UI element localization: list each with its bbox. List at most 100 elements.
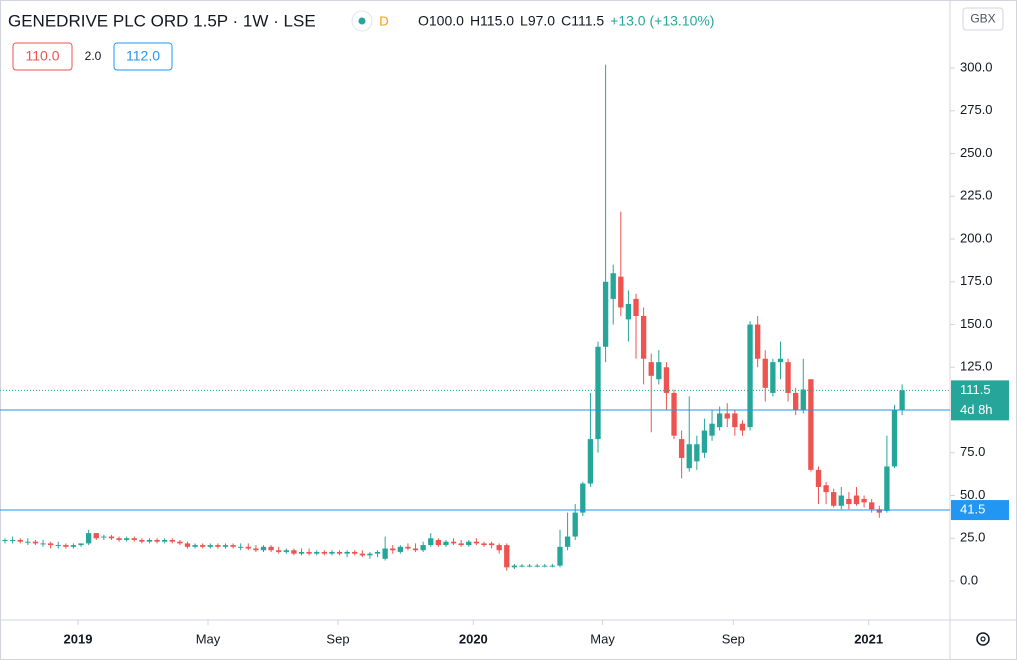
candle-body	[123, 538, 130, 540]
overlay: GENEDRIVE PLC ORD 1.5P · 1W · LSE D 110.…	[0, 7, 1009, 646]
candle-body	[154, 539, 160, 542]
candle-body	[511, 565, 518, 568]
candle-body	[466, 541, 472, 546]
ohlc-legend: H115.0	[470, 13, 514, 29]
candle-body	[724, 413, 730, 419]
y-tick-label: 75.0	[960, 444, 985, 459]
candle-body	[716, 413, 723, 428]
candle-body	[93, 533, 99, 539]
candle-body	[686, 444, 692, 469]
y-tick-label: 150.0	[960, 316, 993, 331]
candle-body	[344, 551, 350, 554]
last-price-bg	[951, 380, 1009, 421]
candle-body	[162, 539, 168, 542]
x-tick-label: 2019	[64, 631, 93, 646]
candle-body	[602, 281, 609, 347]
candle-body	[861, 498, 867, 503]
candle-body	[777, 358, 784, 363]
candle-body	[329, 551, 335, 554]
x-tick-label: May	[590, 631, 615, 646]
candle-body	[25, 541, 31, 543]
last-price-label: 111.5	[960, 382, 991, 397]
symbol-title: GENEDRIVE PLC ORD 1.5P · 1W · LSE	[8, 11, 316, 30]
candle-body	[131, 538, 137, 540]
candle-body	[488, 543, 495, 546]
candle-body	[633, 298, 639, 316]
candle-body	[215, 545, 221, 547]
candle-body	[397, 546, 404, 552]
settings-icon[interactable]	[976, 632, 990, 646]
candle-body	[618, 276, 624, 308]
candle-body	[663, 367, 670, 393]
candle-body	[405, 546, 411, 549]
sell-price[interactable]: 110.0	[26, 48, 60, 64]
candle-body	[222, 545, 229, 547]
sell-button[interactable]	[12, 42, 73, 71]
candle-body	[428, 538, 434, 546]
candle-body	[359, 553, 365, 556]
hline-label-bg	[951, 500, 1009, 521]
gear-hub[interactable]	[980, 636, 986, 642]
candle-body	[473, 541, 480, 544]
candle-body	[899, 390, 905, 411]
candle-body	[390, 548, 396, 551]
candle-body	[891, 410, 898, 467]
currency-box[interactable]	[962, 7, 1004, 31]
y-tick-label: 225.0	[960, 188, 993, 203]
candle-body	[9, 539, 16, 541]
candle-body	[701, 430, 708, 453]
candle-body	[352, 551, 358, 554]
candle-body	[770, 362, 776, 393]
buy-price[interactable]: 112.0	[126, 48, 160, 64]
candle-body	[169, 539, 175, 542]
candle-body	[838, 495, 844, 506]
currency[interactable]: GBX	[970, 12, 995, 26]
candle-body	[458, 543, 464, 546]
candle-body	[146, 539, 153, 542]
candle-body	[580, 483, 586, 513]
candle-body	[793, 392, 799, 411]
candle-body	[207, 545, 213, 547]
candle-body	[291, 550, 297, 554]
candle-body	[268, 546, 274, 551]
candle-body	[542, 565, 548, 567]
candle-body	[519, 565, 525, 567]
candle-body	[610, 273, 616, 299]
candle-body	[47, 543, 54, 546]
y-tick-label: 300.0	[960, 59, 993, 74]
candle-body	[625, 304, 632, 320]
candle-body	[572, 512, 578, 537]
candle-body	[184, 543, 191, 547]
candle-body	[253, 548, 259, 551]
candle-body	[671, 392, 677, 436]
candle-body	[245, 546, 251, 549]
candle-body	[238, 546, 244, 548]
candle-body	[70, 545, 77, 547]
candle-body	[412, 548, 419, 551]
candle-body	[678, 439, 685, 458]
x-tick-label: May	[196, 631, 221, 646]
ohlc-legend: L97.0	[520, 13, 555, 29]
status-dot	[358, 17, 366, 25]
candle-body	[534, 565, 540, 567]
candle-body	[435, 539, 442, 546]
candle-body	[504, 545, 510, 568]
buy-button[interactable]	[113, 42, 173, 71]
y-tick-label: 125.0	[960, 359, 993, 374]
candle-body	[298, 551, 305, 554]
candle-body	[785, 362, 791, 393]
x-tick-label: 2020	[459, 631, 488, 646]
y-tick-label: 250.0	[960, 145, 993, 160]
candle-body	[276, 550, 282, 552]
candle-body	[754, 324, 761, 359]
candle-body	[306, 551, 312, 554]
candle-body	[884, 466, 890, 511]
candle-body	[831, 492, 837, 506]
plot	[2, 64, 905, 571]
candle-body	[823, 485, 829, 493]
gear[interactable]	[976, 632, 990, 646]
candle-body	[450, 541, 457, 544]
y-tick-label: 200.0	[960, 230, 993, 245]
candle-body	[762, 358, 768, 388]
